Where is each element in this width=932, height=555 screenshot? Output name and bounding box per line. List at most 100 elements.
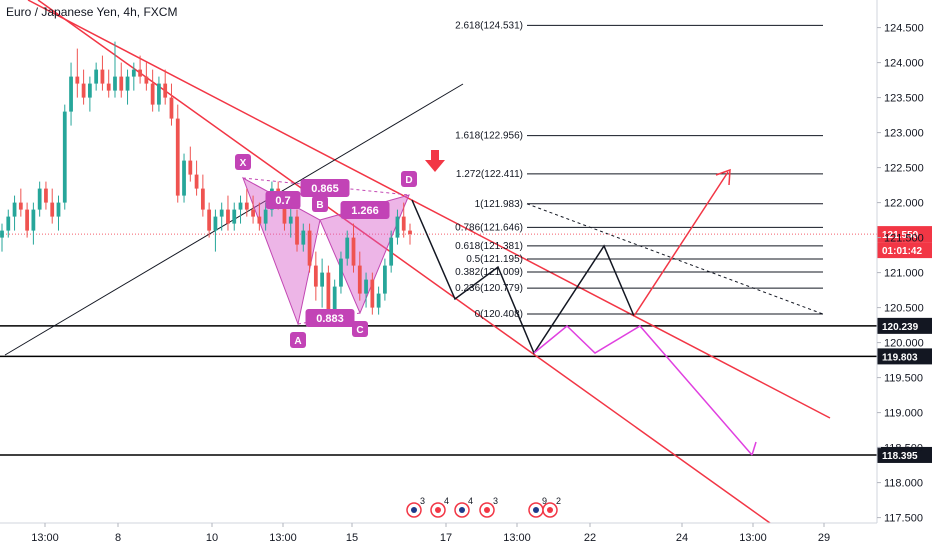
- candle-body: [383, 265, 387, 294]
- dividend-icon: 4: [430, 496, 449, 518]
- event-dot: [411, 507, 417, 513]
- candle-body: [313, 265, 318, 287]
- candle: [307, 223, 312, 273]
- candle-body: [50, 202, 55, 217]
- candle: [175, 104, 180, 203]
- candle-body: [157, 83, 161, 105]
- candle-body: [251, 209, 255, 217]
- pattern-ratio: 1.266: [340, 201, 390, 219]
- candle: [144, 62, 149, 91]
- fib-trend-line: [526, 203, 824, 315]
- event-count: 2: [556, 496, 561, 506]
- fib-level-label: 0.786(121.646): [455, 222, 523, 233]
- price-tag-label: 118.395: [882, 451, 918, 462]
- dividend-icon: 3: [479, 496, 498, 518]
- pattern-ratio-label: 1.266: [351, 205, 379, 217]
- candle: [401, 202, 406, 238]
- candle-body: [207, 209, 212, 231]
- event-dot: [547, 507, 553, 513]
- candle: [395, 209, 400, 245]
- price-tag-bg: [877, 446, 932, 463]
- candle-body: [389, 237, 394, 266]
- candle: [370, 272, 375, 315]
- candle-body: [131, 69, 136, 77]
- candle: [25, 202, 29, 238]
- time-tick-label: 22: [584, 532, 596, 544]
- candle: [200, 174, 205, 217]
- pattern-ratio-badge: [265, 191, 301, 209]
- candle: [219, 202, 224, 231]
- pattern-ratio-label: 0.883: [316, 313, 344, 325]
- candle-body: [295, 216, 299, 245]
- candle: [31, 202, 36, 245]
- candle: [12, 195, 17, 231]
- candle-body: [175, 118, 180, 196]
- candle-body: [12, 202, 17, 217]
- candle: [157, 76, 161, 112]
- price-tick-label: 119.500: [884, 373, 923, 385]
- candle: [106, 69, 111, 98]
- event-dot: [459, 507, 465, 513]
- price-tick-label: 124.500: [884, 23, 924, 35]
- candle-body: [238, 202, 243, 210]
- price-tick-label: 118.000: [884, 478, 923, 490]
- candle-body: [408, 230, 412, 235]
- price-tick-label: 120.500: [884, 303, 924, 315]
- candle: [301, 223, 306, 252]
- candle-body: [0, 230, 4, 238]
- candle: [339, 251, 343, 294]
- candle: [169, 83, 174, 126]
- candle: [364, 272, 368, 308]
- pattern-point-label: D: [405, 175, 412, 186]
- time-tick-label: 29: [818, 532, 830, 544]
- candle: [207, 202, 212, 238]
- event-count: 9: [542, 496, 547, 506]
- candle: [62, 104, 67, 210]
- candle-body: [288, 216, 293, 224]
- candle: [383, 258, 387, 301]
- pattern-ratio-label: 0.7: [275, 195, 290, 207]
- candle: [69, 62, 73, 126]
- candle-body: [257, 216, 262, 224]
- price-tag-label: 119.803: [882, 352, 918, 363]
- candle: [87, 76, 92, 112]
- fib-level-label: 0(120.408): [475, 309, 523, 320]
- candle-body: [106, 83, 111, 91]
- candle-body: [301, 230, 306, 245]
- candle-body: [226, 209, 230, 224]
- pattern-point-badge: [290, 332, 306, 348]
- candle: [226, 195, 230, 231]
- time-tick-label: 13:00: [739, 532, 767, 544]
- candle-body: [232, 209, 237, 224]
- pattern-point-b: B: [312, 196, 328, 212]
- pattern-point-label: A: [294, 336, 301, 347]
- earnings-icon: 4: [454, 496, 473, 518]
- price-tick-label: 118.500: [884, 443, 923, 455]
- price-tick-label: 120.000: [884, 338, 924, 350]
- candle-body: [200, 188, 205, 210]
- fib-level-label: 0.5(121.195): [466, 254, 523, 265]
- candle-body: [401, 216, 406, 231]
- candle: [163, 69, 168, 105]
- sell-arrow-shape: [425, 150, 445, 172]
- price-tag: 121.550: [877, 226, 932, 243]
- arrowhead: [715, 168, 731, 186]
- price-tag-bg: [877, 348, 932, 365]
- candle-body: [188, 160, 193, 175]
- candle-body: [376, 293, 381, 308]
- candle-body: [150, 83, 155, 105]
- candle: [408, 223, 412, 245]
- candle-body: [18, 202, 23, 210]
- fib-level-label: 1.272(122.411): [456, 169, 523, 180]
- candle: [150, 69, 155, 112]
- candle-body: [370, 279, 375, 308]
- pattern-point-badge: [401, 171, 417, 187]
- price-tick-label: 122.000: [884, 198, 924, 210]
- candle: [389, 230, 394, 273]
- pattern-ratio-badge: [305, 309, 355, 327]
- fib-level-label: 0.382(121.009): [455, 267, 523, 278]
- candle-body: [94, 69, 99, 84]
- candle-body: [119, 76, 124, 91]
- candle: [94, 62, 99, 91]
